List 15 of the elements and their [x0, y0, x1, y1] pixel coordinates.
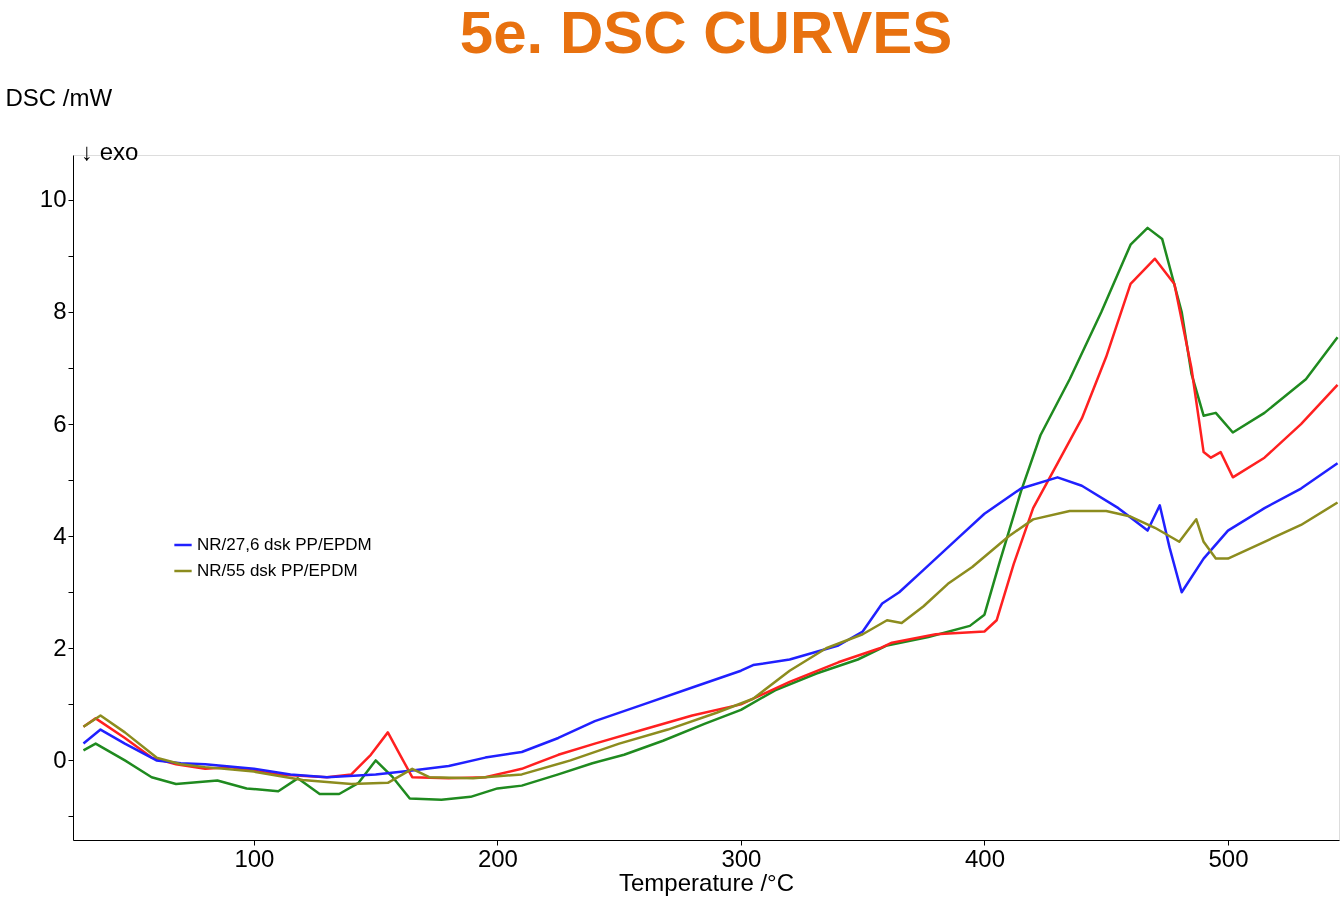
y-tick-label: 0	[53, 745, 67, 773]
legend-label: NR/55 dsk PP/EPDM	[197, 561, 358, 580]
x-tick-label: 200	[477, 844, 518, 872]
y-tick-label: 4	[53, 521, 67, 549]
x-tick-label: 100	[234, 844, 275, 872]
chart-title: 5e. DSC CURVES	[459, 0, 953, 66]
y-tick-label: 8	[53, 297, 67, 325]
y-tick-label: 2	[53, 633, 67, 661]
x-tick-label: 500	[1208, 844, 1249, 872]
annotation: ↓ exo	[81, 138, 139, 165]
legend-label: NR/27,6 dsk PP/EPDM	[197, 535, 372, 554]
x-tick-label: 400	[964, 844, 1005, 872]
y-tick-label: 6	[53, 409, 67, 437]
y-axis-title: DSC /mW	[5, 83, 113, 111]
y-tick-label: 10	[39, 185, 67, 213]
